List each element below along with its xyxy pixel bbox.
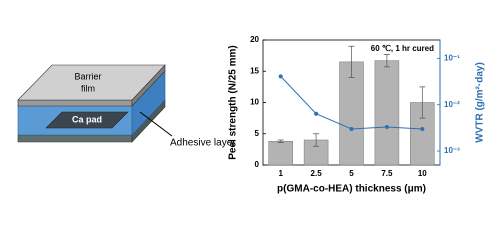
x-tick-label: 1 [278, 169, 283, 178]
error-bar [419, 86, 426, 119]
error-bar [313, 133, 320, 147]
figure: Barrier film Ca pad Adhesive layer 0 5 10 1… [17, 35, 486, 195]
y2-tick-label: 10⁻² [444, 100, 460, 109]
y-axis-label: Peel strength (N/25 mm) [228, 45, 239, 159]
y2-tick-label: 10⁻³ [444, 146, 460, 155]
pointer [139, 111, 173, 137]
device-diagram: Barrier film Ca pad Adhesive layer [17, 64, 236, 149]
x-tick-label: 10 [418, 169, 427, 178]
y-tick-label: 20 [250, 35, 259, 44]
bar [374, 60, 400, 166]
y2-tick-label: 10⁻¹ [444, 54, 460, 63]
marker [384, 125, 389, 130]
label: film [81, 83, 95, 93]
chart: 0 5 10 15 20 10⁻³ 10⁻² 10⁻¹ 1 2.5 5 7.5 10 60 ℃, 1 hr… [228, 35, 486, 195]
marker [314, 111, 319, 116]
top-plate-front [17, 99, 133, 107]
x-axis-label: p(GMA-co-HEA) thickness (μm) [277, 184, 426, 195]
bar [339, 61, 364, 166]
ca-pad [45, 111, 129, 129]
x-tick-label: 2.5 [311, 169, 323, 178]
x-tick-label: 7.5 [381, 169, 393, 178]
marker [420, 126, 425, 131]
y2-axis-label: WVTR (g/m²·day) [475, 62, 486, 143]
label: Adhesive layer [170, 138, 236, 149]
label: Barrier [74, 71, 101, 81]
y-tick-label: 10 [250, 98, 259, 107]
error-bar [348, 45, 355, 78]
annotation: 60 ℃, 1 hr cured [371, 44, 434, 53]
bottom-plate [17, 134, 133, 143]
y-tick-label: 0 [255, 160, 260, 169]
label: Ca pad [72, 114, 102, 124]
x-tick-label: 5 [349, 169, 354, 178]
marker [349, 126, 354, 131]
marker [278, 74, 283, 79]
error-bar [277, 139, 284, 143]
y-tick-label: 5 [255, 129, 260, 138]
top-plate-top [17, 64, 166, 101]
y-tick-label: 15 [250, 66, 259, 75]
error-bar [383, 54, 390, 68]
bar [268, 141, 293, 166]
